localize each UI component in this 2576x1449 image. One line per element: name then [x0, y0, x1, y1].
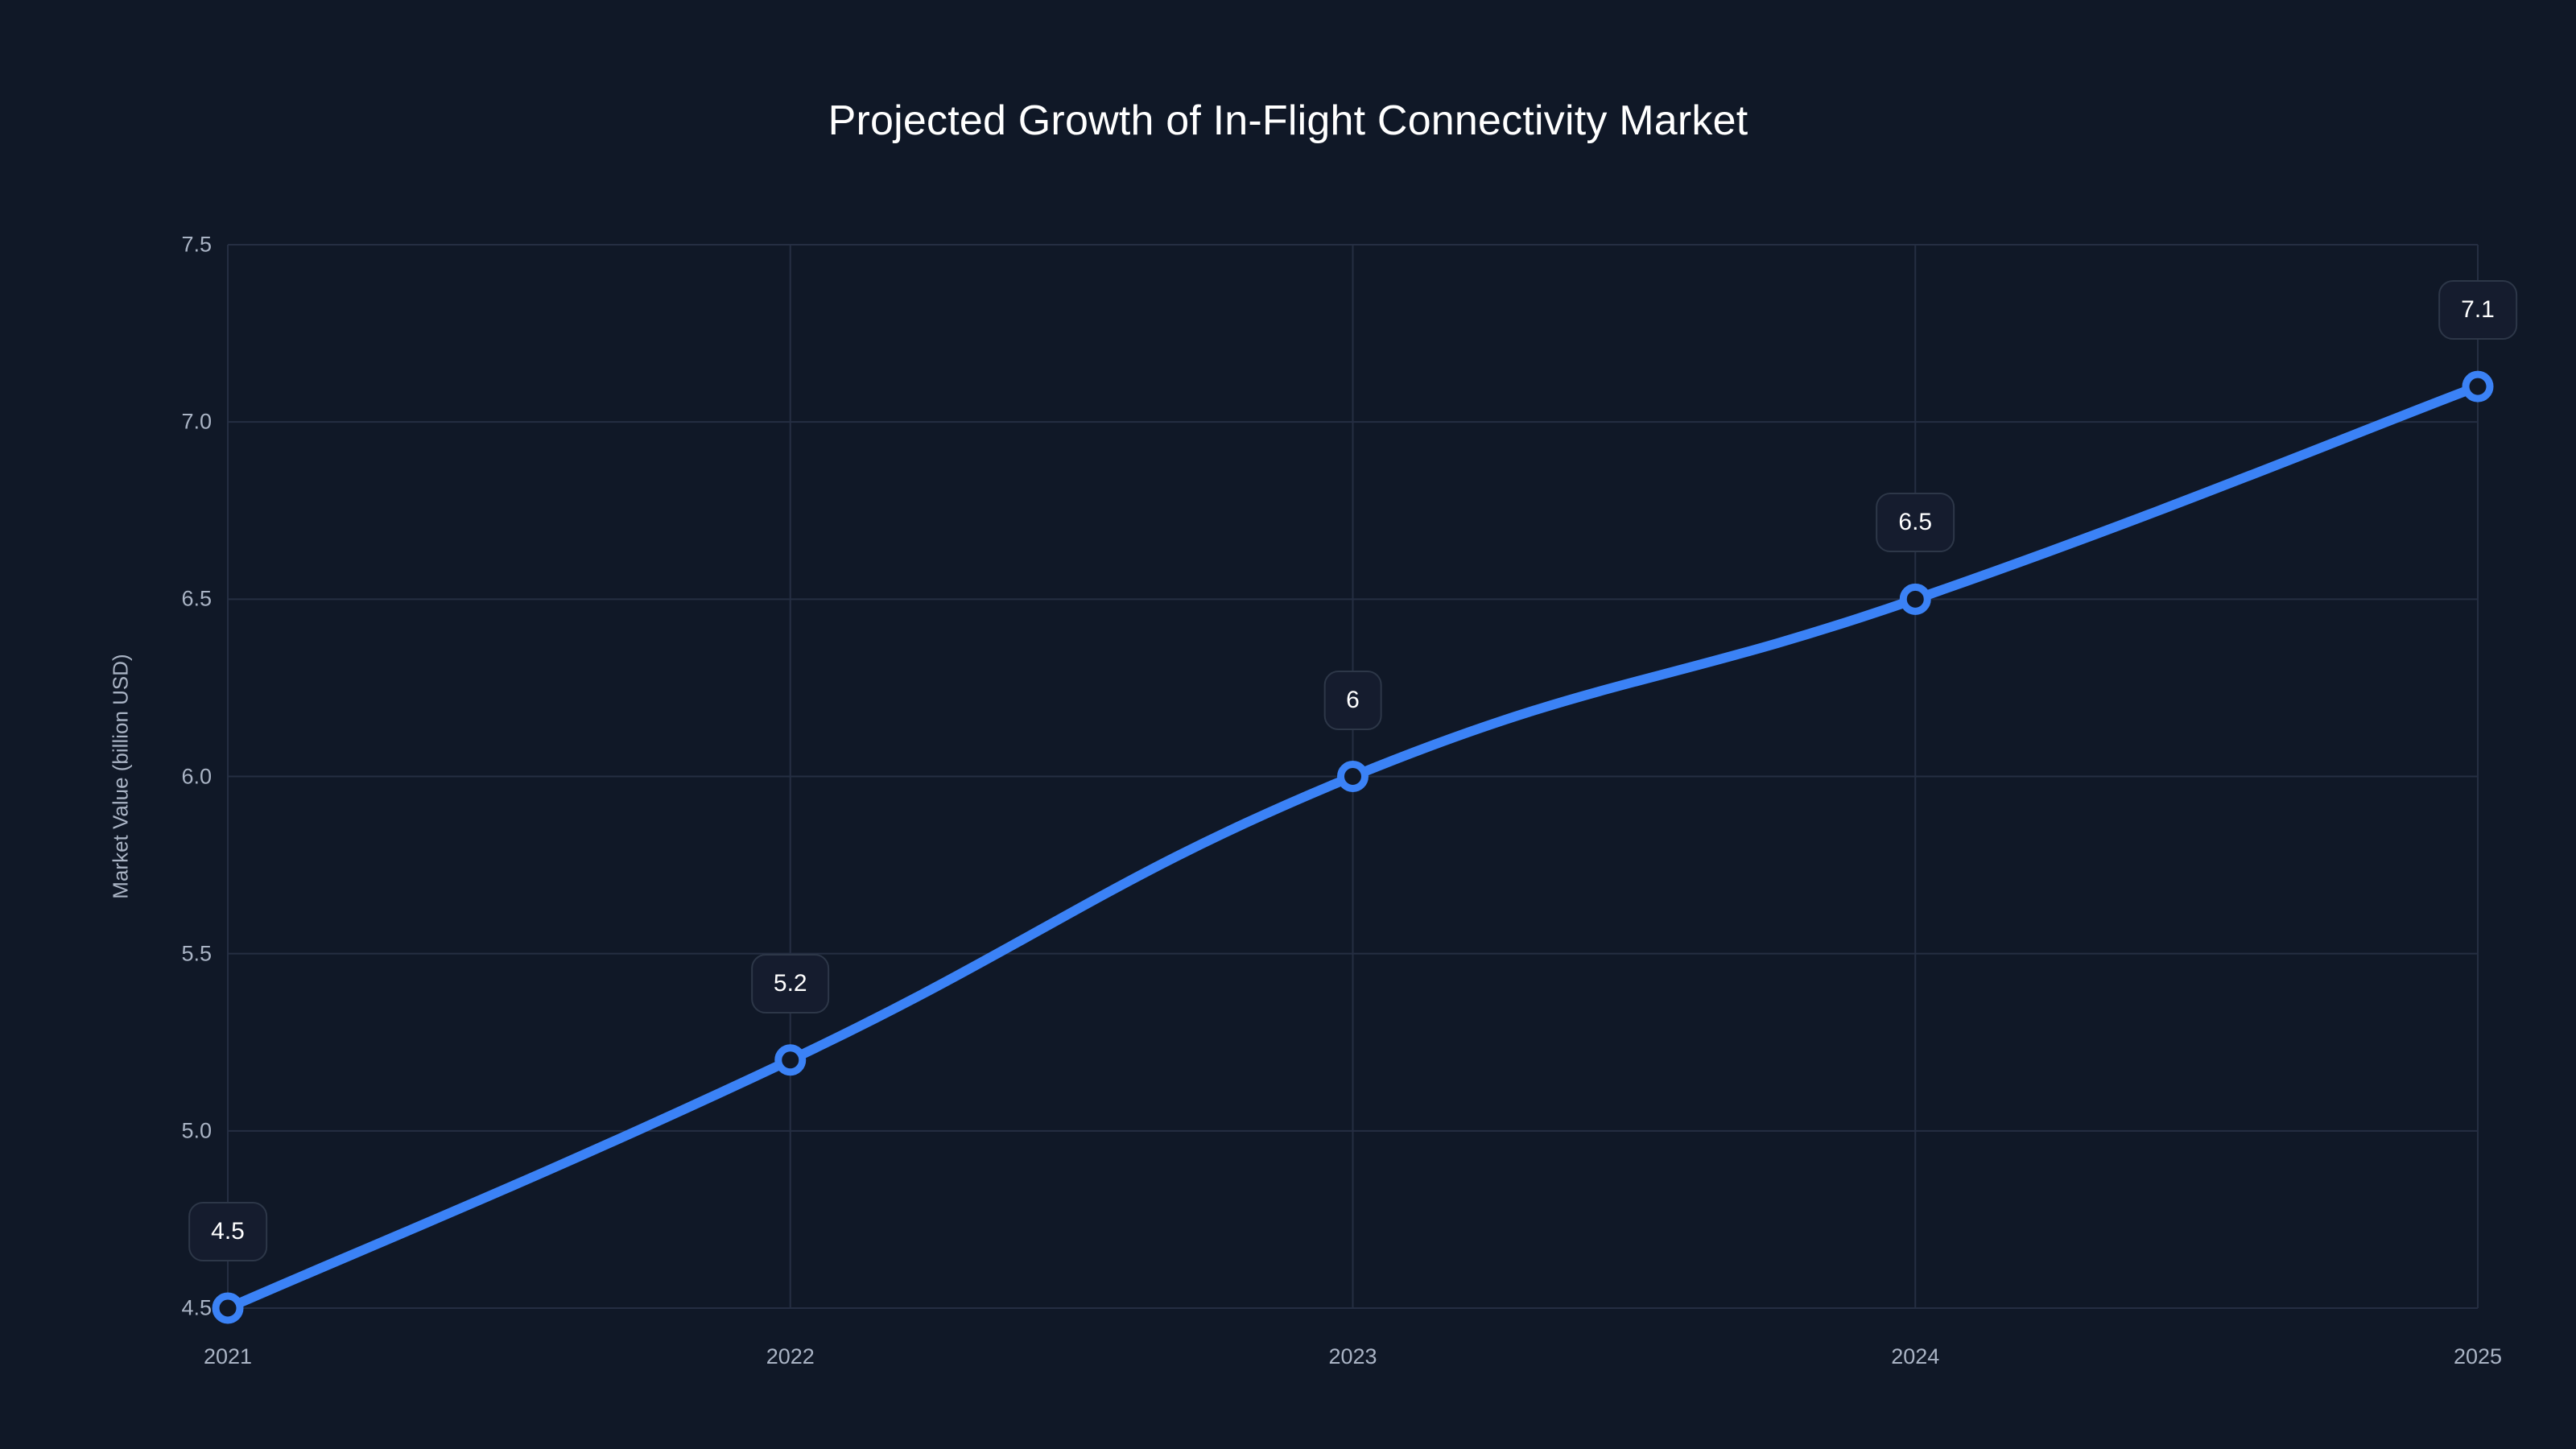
- y-axis-tick-label: 7.5: [181, 232, 212, 257]
- data-label-badge: 4.5: [188, 1202, 267, 1261]
- y-axis-tick-label: 5.5: [181, 941, 212, 966]
- y-axis-tick-label: 6.0: [181, 764, 212, 788]
- x-axis-tick-label: 2025: [2453, 1344, 2503, 1368]
- y-axis-tick-label: 5.0: [181, 1118, 212, 1143]
- x-axis-tick-label: 2021: [203, 1344, 253, 1368]
- x-axis-tick-label: 2023: [1328, 1344, 1377, 1368]
- data-label-badge: 7.1: [2438, 280, 2517, 341]
- data-point-marker: [212, 1292, 244, 1324]
- x-axis-tick-label: 2024: [1891, 1344, 1940, 1368]
- data-point-marker: [1899, 583, 1931, 615]
- data-point-marker: [2462, 370, 2494, 402]
- chart-title: Projected Growth of In-Flight Connectivi…: [828, 97, 1748, 144]
- y-axis-tick-label: 7.0: [181, 409, 212, 434]
- x-axis-tick-label: 2022: [766, 1344, 815, 1368]
- data-label-badge: 5.2: [750, 953, 830, 1013]
- y-axis-tick-label: 4.5: [181, 1295, 212, 1320]
- y-axis-tick-label: 6.5: [181, 586, 212, 611]
- data-point-markers: [212, 370, 2494, 1324]
- data-point-marker: [774, 1044, 807, 1076]
- data-label-badge: 6.5: [1876, 493, 1955, 553]
- data-point-marker: [1337, 761, 1368, 792]
- data-label-badge: 6: [1323, 670, 1382, 730]
